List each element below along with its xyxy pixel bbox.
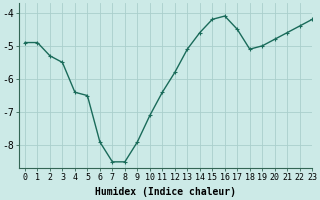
- X-axis label: Humidex (Indice chaleur): Humidex (Indice chaleur): [95, 187, 236, 197]
